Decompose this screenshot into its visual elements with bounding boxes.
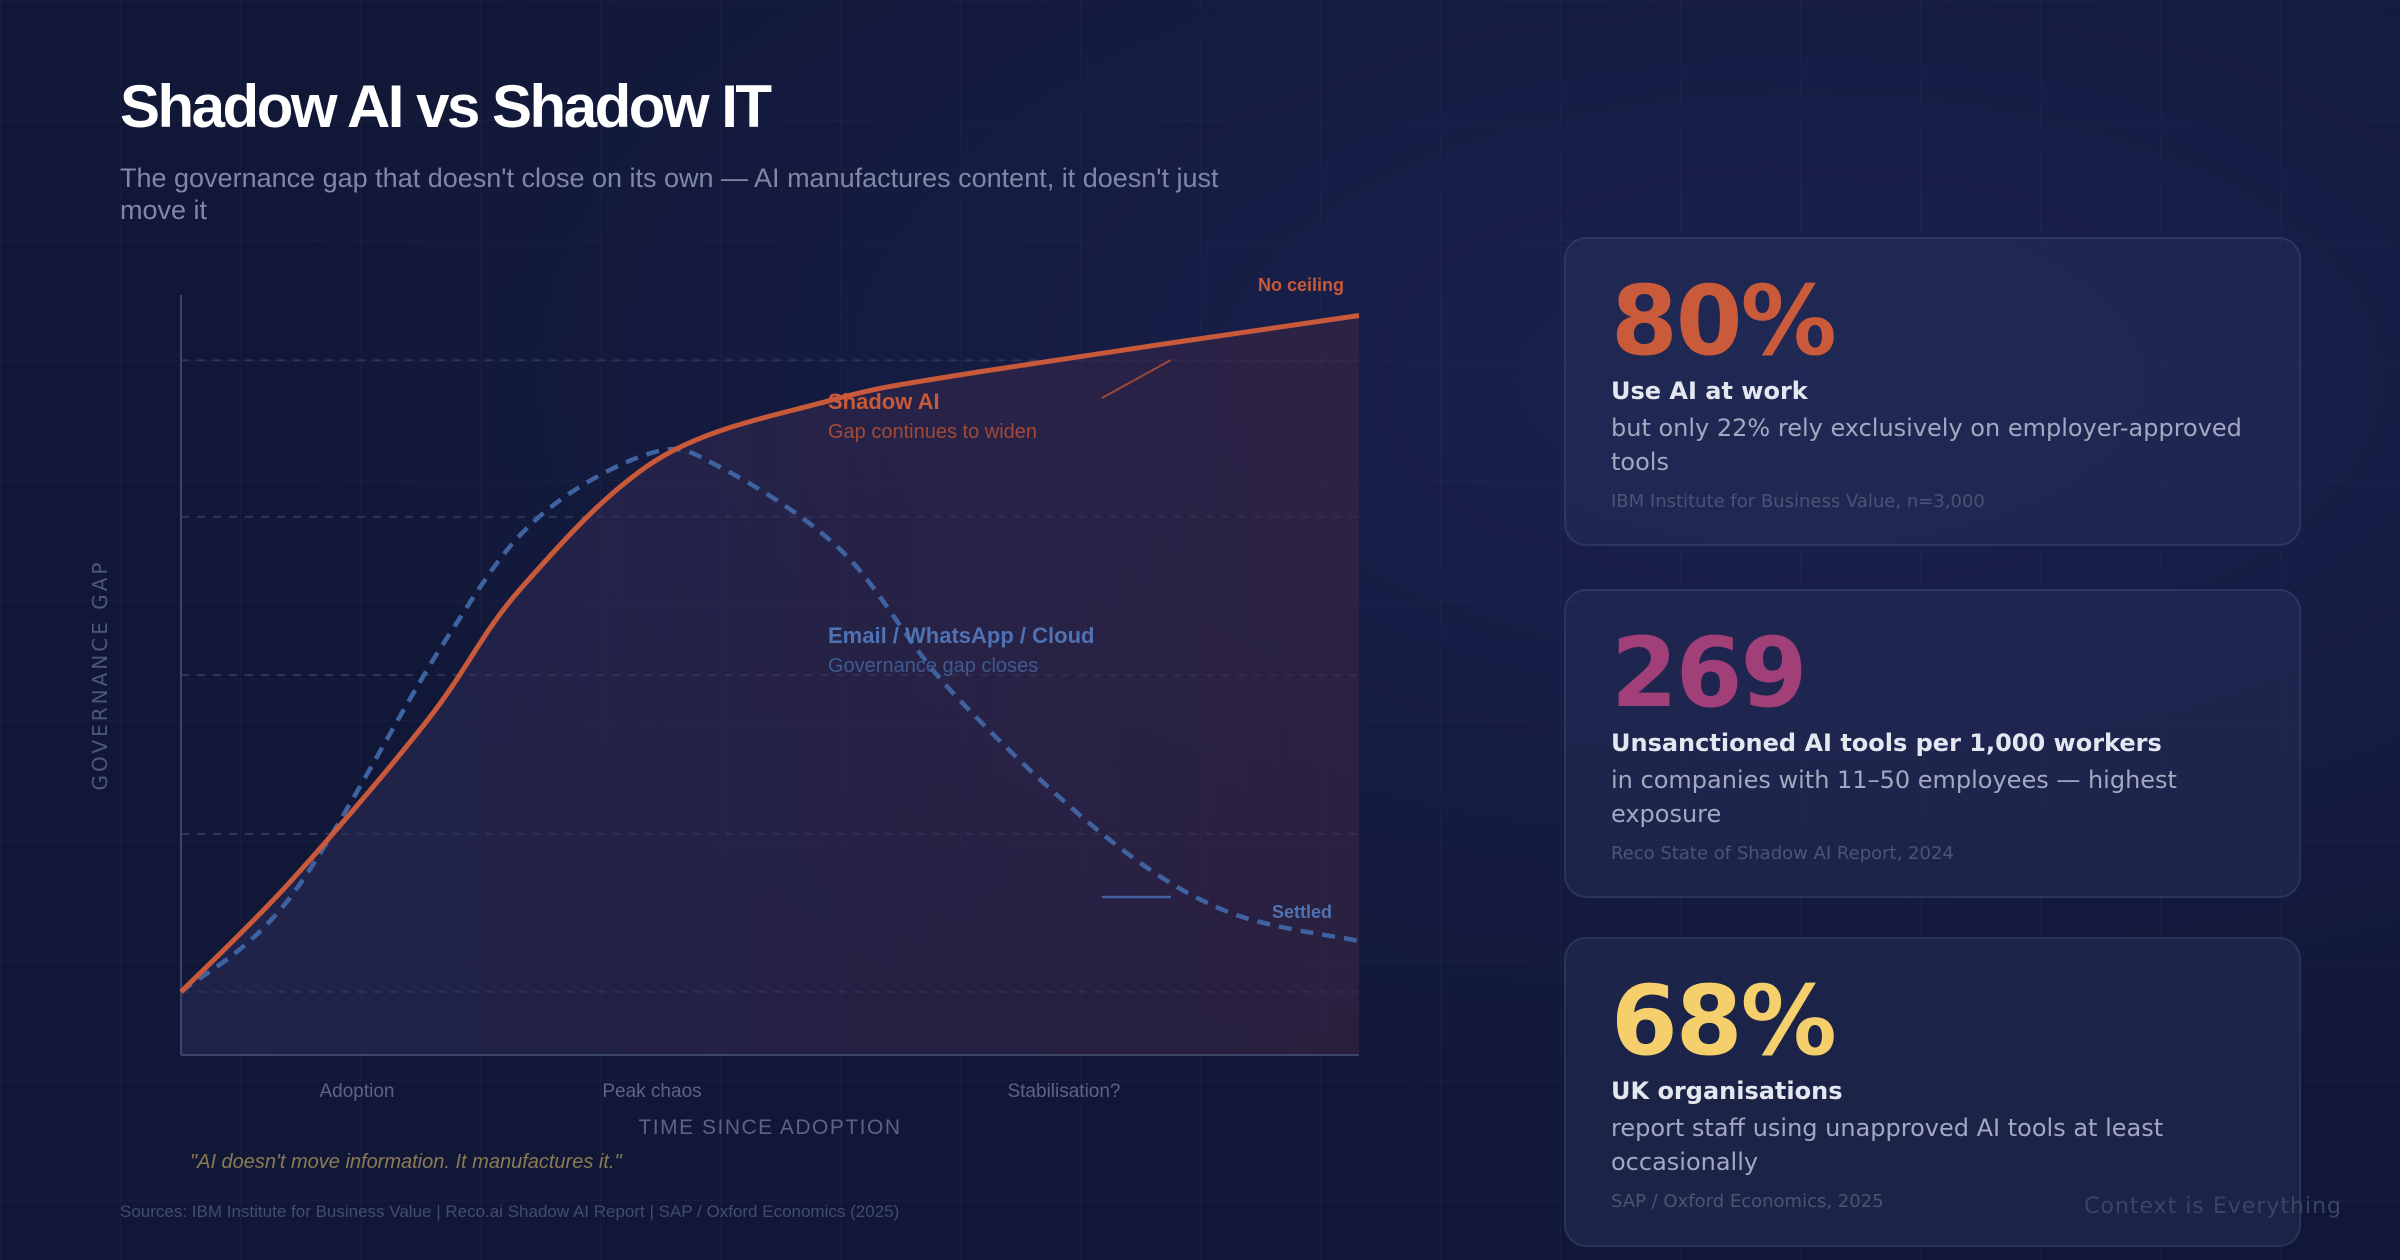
sources-note: Sources: IBM Institute for Business Valu… (120, 1202, 900, 1221)
no-ceiling-label: No ceiling (1258, 275, 1344, 295)
stat-value: 68% (1611, 965, 1837, 1077)
email-series-sublabel: Governance gap closes (828, 655, 1038, 677)
x-axis-title: TIME SINCE ADOPTION (638, 1116, 902, 1139)
stat-source: IBM Institute for Business Value, n=3,00… (1611, 491, 1985, 512)
page-subtitle: The governance gap that doesn't close on… (120, 163, 1219, 225)
shadow-ai-pointer (1101, 359, 1172, 399)
page-title: Shadow AI vs Shadow IT (120, 73, 772, 140)
governance-gap-chart: No ceiling Shadow AI Gap continues to wi… (179, 275, 1360, 1056)
stat-heading: Unsanctioned AI tools per 1,000 workers (1611, 729, 2162, 757)
shadow-ai-label: Shadow AI (828, 389, 940, 414)
stat-heading: Use AI at work (1611, 377, 1808, 405)
footer-tagline: Context is Everything (2084, 1194, 2342, 1219)
stat-heading: UK organisations (1611, 1077, 1843, 1105)
x-tick-stabilisation: Stabilisation? (1007, 1081, 1121, 1102)
stat-source: SAP / Oxford Economics, 2025 (1611, 1191, 1884, 1212)
settled-label: Settled (1272, 902, 1332, 922)
x-tick-peak-chaos: Peak chaos (602, 1081, 702, 1102)
stat-value: 269 (1611, 617, 1807, 729)
stat-card-uk-organisations: 68% UK organisations report staff using … (1564, 937, 2301, 1247)
stat-description: but only 22% rely exclusively on employe… (1611, 414, 2242, 476)
stat-card-unsanctioned-tools: 269 Unsanctioned AI tools per 1,000 work… (1564, 589, 2301, 898)
y-axis-title: GOVERNANCE GAP (88, 559, 112, 791)
x-tick-adoption: Adoption (319, 1081, 395, 1102)
stat-source: Reco State of Shadow AI Report, 2024 (1611, 843, 1954, 864)
stat-value: 80% (1611, 265, 1837, 377)
stat-description: report staff using unapproved AI tools a… (1611, 1114, 2164, 1176)
quote: "AI doesn't move information. It manufac… (190, 1151, 622, 1173)
series-line-email-whatsapp-cloud (179, 446, 1360, 994)
series-line-shadow-ai (179, 313, 1360, 994)
shadow-ai-sublabel: Gap continues to widen (828, 421, 1037, 443)
shadow-ai-area (181, 315, 1359, 1055)
stat-card-ai-usage: 80% Use AI at work but only 22% rely exc… (1564, 237, 2301, 546)
email-series-label: Email / WhatsApp / Cloud (828, 623, 1094, 648)
stat-description: in companies with 11–50 employees — high… (1611, 766, 2177, 828)
